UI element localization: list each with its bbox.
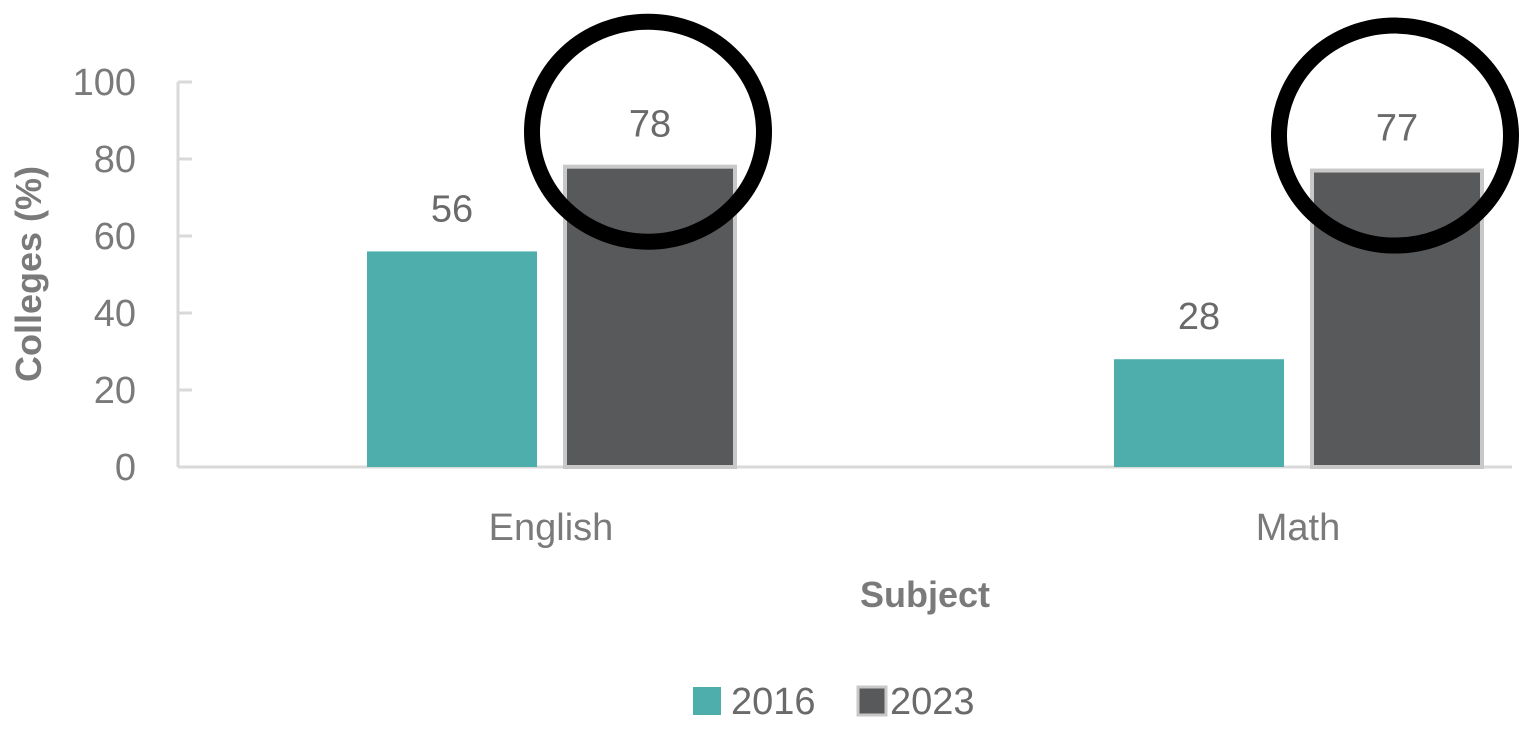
data-label-english-2023: 78: [629, 104, 671, 146]
x-tick-label-english: English: [489, 507, 614, 549]
bar-english-2016: [367, 251, 537, 467]
y-tick-label-0: 0: [115, 447, 136, 489]
x-tick-label-math: Math: [1256, 507, 1340, 549]
y-tick-label-20: 20: [94, 370, 136, 412]
y-axis-title: Colleges (%): [8, 166, 49, 382]
data-label-english-2016: 56: [431, 188, 473, 230]
y-tick-label-40: 40: [94, 293, 136, 335]
highlight-circle-english-2023: [524, 13, 772, 250]
data-label-math-2023: 77: [1376, 108, 1418, 150]
x-axis-title: Subject: [860, 574, 990, 615]
data-label-math-2016: 28: [1178, 296, 1220, 338]
bar-english-2023: [563, 164, 737, 469]
legend-label-2016: 2016: [731, 681, 816, 723]
bar-math-2023: [1310, 168, 1484, 470]
highlight-circle-math-2023: [1271, 17, 1519, 254]
bar-math-2016: [1114, 359, 1284, 467]
legend-swatch-2023: [856, 685, 888, 717]
legend-swatch-2016: [693, 687, 721, 715]
legend-label-2023: 2023: [890, 681, 975, 723]
y-tick-label-60: 60: [94, 216, 136, 258]
y-tick-label-80: 80: [94, 139, 136, 181]
y-tick-label-100: 100: [73, 62, 136, 104]
